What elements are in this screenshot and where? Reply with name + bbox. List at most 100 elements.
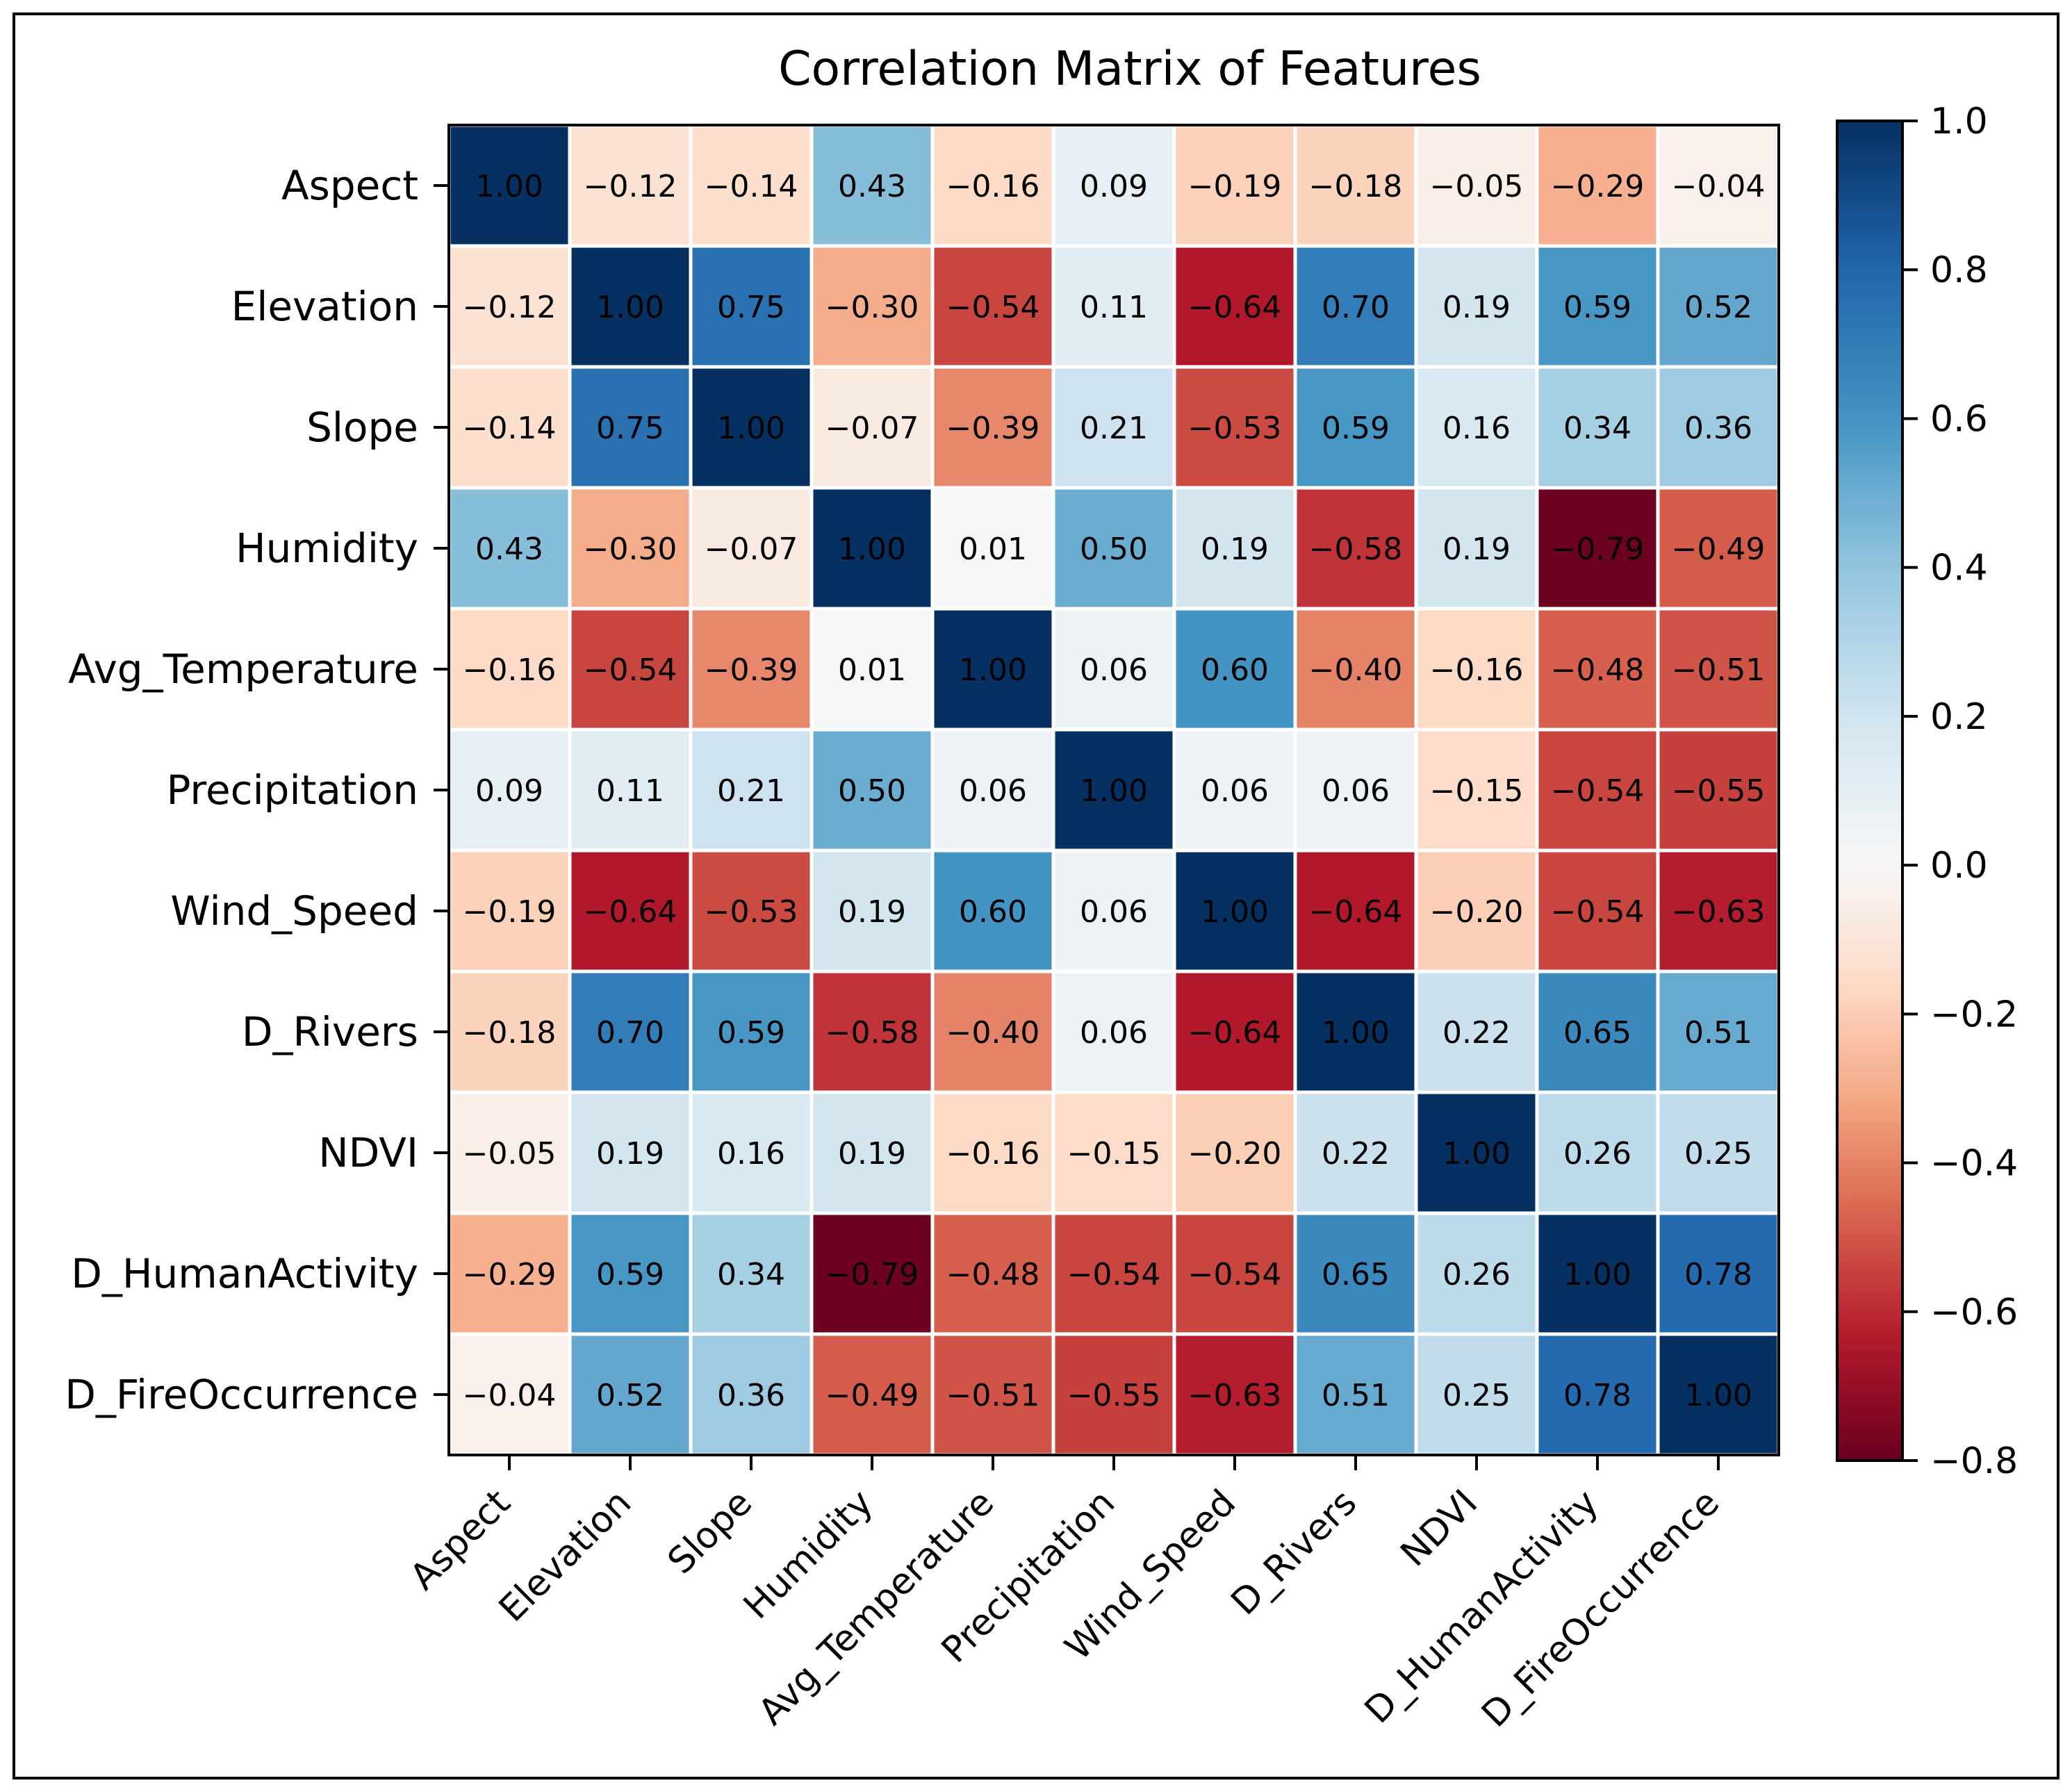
colorbar-tick-label: 0.4 xyxy=(1930,548,1988,589)
cell-value-label: −0.54 xyxy=(1551,773,1645,809)
cell-value-label: 0.21 xyxy=(717,773,785,809)
cell-value-label: −0.63 xyxy=(1672,894,1766,930)
cell-value-label: −0.64 xyxy=(584,894,677,930)
cell-value-label: −0.40 xyxy=(946,1015,1040,1051)
cell-value-label: 0.75 xyxy=(717,290,785,325)
cell-value-label: 0.70 xyxy=(1322,290,1390,325)
cell-value-label: 0.06 xyxy=(959,773,1027,809)
cell-value-label: −0.29 xyxy=(463,1257,557,1292)
cell-value-label: −0.55 xyxy=(1672,773,1766,809)
cell-value-label: −0.14 xyxy=(463,411,557,446)
heatmap-cell xyxy=(689,969,814,1094)
heatmap-cell xyxy=(930,244,1055,369)
heatmap-cell xyxy=(1535,1332,1660,1457)
cell-value-label: 1.00 xyxy=(1322,1015,1390,1051)
heatmap-cell-labels: 1.00 −0.12 −0.14 0.43 −0.16 0.09 −0.19 −0.18 −0.… xyxy=(463,169,1766,1413)
heatmap-cell xyxy=(1293,1090,1418,1215)
cell-value-label: −0.20 xyxy=(1430,894,1524,930)
y-tick-label: Precipitation xyxy=(166,766,418,814)
heatmap-cell xyxy=(1293,728,1418,853)
heatmap-cell xyxy=(1656,486,1781,611)
heatmap-cell xyxy=(1293,1211,1418,1336)
heatmap-cell xyxy=(568,244,693,369)
heatmap-cell xyxy=(1656,244,1781,369)
cell-value-label: 0.06 xyxy=(1322,773,1390,809)
cell-value-label: −0.48 xyxy=(946,1257,1040,1292)
heatmap-cell xyxy=(1051,607,1176,732)
cell-value-label: 0.78 xyxy=(1563,1378,1631,1413)
cell-value-label: 0.52 xyxy=(1684,290,1752,325)
cell-value-label: −0.51 xyxy=(946,1378,1040,1413)
cell-value-label: −0.63 xyxy=(1188,1378,1282,1413)
heatmap-cell xyxy=(1172,1090,1297,1215)
cell-value-label: 1.00 xyxy=(1563,1257,1631,1292)
heatmap-cell xyxy=(1172,1211,1297,1336)
cell-value-label: −0.54 xyxy=(1551,894,1645,930)
y-tick-label: Elevation xyxy=(231,283,418,330)
cell-value-label: −0.48 xyxy=(1551,652,1645,688)
cell-value-label: 0.36 xyxy=(717,1378,785,1413)
cell-value-label: −0.54 xyxy=(946,290,1040,325)
cell-value-label: 0.50 xyxy=(1080,532,1148,567)
y-tick-label: Avg_Temperature xyxy=(68,646,418,693)
cell-value-label: −0.53 xyxy=(1188,411,1282,446)
heatmap-cell xyxy=(1051,1090,1176,1215)
heatmap-cell xyxy=(1293,365,1418,490)
chart-title: Correlation Matrix of Features xyxy=(778,42,1481,97)
cell-value-label: 0.16 xyxy=(717,1136,785,1172)
cell-value-label: 0.59 xyxy=(717,1015,785,1051)
colorbar-tick-label: 0.0 xyxy=(1930,845,1988,887)
cell-value-label: 0.43 xyxy=(838,169,906,204)
cell-value-label: 0.65 xyxy=(1322,1257,1390,1292)
heatmap-cell xyxy=(930,1332,1055,1457)
cell-value-label: −0.18 xyxy=(463,1015,557,1051)
heatmap-cell xyxy=(930,607,1055,732)
cell-value-label: 0.06 xyxy=(1080,652,1148,688)
colorbar-tick-label: 0.2 xyxy=(1930,696,1988,738)
cell-value-label: −0.49 xyxy=(825,1378,919,1413)
cell-value-label: 1.00 xyxy=(475,169,543,204)
cell-value-label: −0.79 xyxy=(1551,532,1645,567)
cell-value-label: 0.25 xyxy=(1684,1136,1752,1172)
heatmap-cell xyxy=(689,728,814,853)
heatmap-cell xyxy=(1414,244,1539,369)
heatmap-cell xyxy=(1535,607,1660,732)
cell-value-label: 0.19 xyxy=(596,1136,664,1172)
y-tick-label: Humidity xyxy=(236,525,418,572)
heatmap-cell xyxy=(1293,486,1418,611)
cell-value-label: −0.19 xyxy=(463,894,557,930)
cell-value-label: 0.60 xyxy=(1201,652,1269,688)
cell-value-label: 0.59 xyxy=(596,1257,664,1292)
cell-value-label: 0.59 xyxy=(1322,411,1390,446)
cell-value-label: 0.22 xyxy=(1442,1015,1511,1051)
cell-value-label: −0.05 xyxy=(463,1136,557,1172)
cell-value-label: −0.04 xyxy=(463,1378,557,1413)
heatmap-cell xyxy=(1656,607,1781,732)
cell-value-label: 0.65 xyxy=(1563,1015,1631,1051)
cell-value-label: 0.01 xyxy=(959,532,1027,567)
heatmap-cell xyxy=(1656,123,1781,248)
heatmap-cell xyxy=(568,1211,693,1336)
cell-value-label: 0.09 xyxy=(1080,169,1148,204)
heatmap-cell xyxy=(689,607,814,732)
cell-value-label: 0.11 xyxy=(596,773,664,809)
heatmap-cell xyxy=(568,486,693,611)
cell-value-label: −0.14 xyxy=(705,169,798,204)
cell-value-label: −0.40 xyxy=(1309,652,1403,688)
heatmap-cell xyxy=(1051,244,1176,369)
cell-value-label: 0.06 xyxy=(1080,1015,1148,1051)
cell-value-label: 0.06 xyxy=(1080,894,1148,930)
cell-value-label: −0.07 xyxy=(705,532,798,567)
colorbar-tick-label: −0.6 xyxy=(1930,1292,2018,1333)
cell-value-label: 0.50 xyxy=(838,773,906,809)
y-axis: Aspect Elevation Slope Humidity Avg_Temperat… xyxy=(65,162,449,1418)
cell-value-label: 0.34 xyxy=(1563,411,1631,446)
heatmap-cell xyxy=(1293,848,1418,973)
heatmap-cell xyxy=(1414,1090,1539,1215)
cell-value-label: 1.00 xyxy=(1201,894,1269,930)
heatmap-cell xyxy=(689,1211,814,1336)
heatmap-cell xyxy=(809,244,935,369)
heatmap-cell xyxy=(447,607,572,732)
cell-value-label: −0.12 xyxy=(584,169,677,204)
